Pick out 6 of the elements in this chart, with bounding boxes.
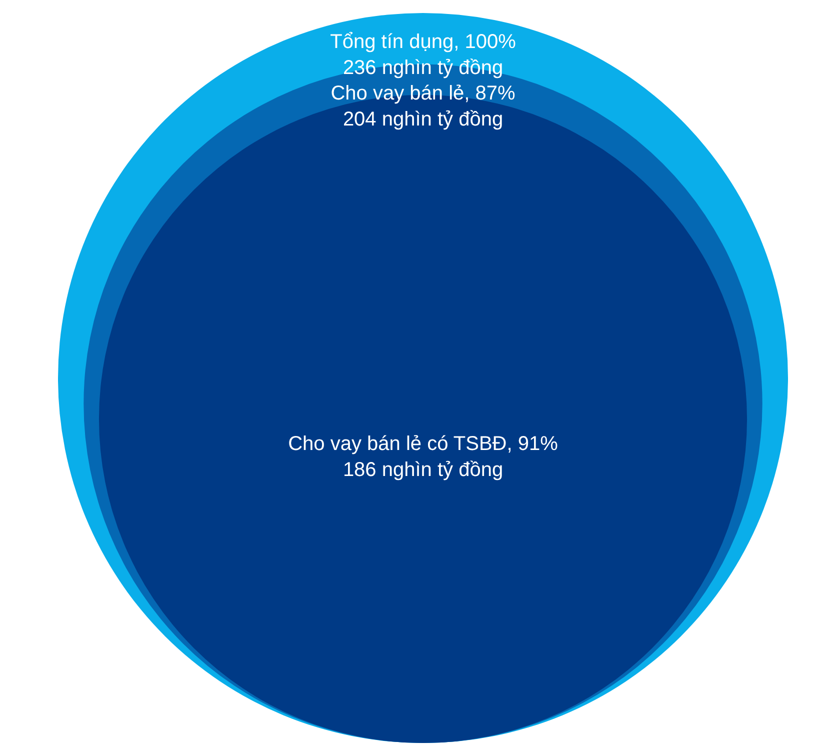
- data-label: 186 nghìn tỷ đồng: [342, 458, 504, 481]
- category-label: Cho vay bán lẻ có TSBĐ, 91%: [288, 432, 558, 455]
- category-label: Tổng tín dụng, 100%: [330, 31, 516, 53]
- data-label: 236 nghìn tỷ đồng: [342, 57, 504, 79]
- data-label: 204 nghìn tỷ đồng: [342, 108, 504, 130]
- category-label: Cho vay bán lẻ, 87%: [330, 82, 516, 104]
